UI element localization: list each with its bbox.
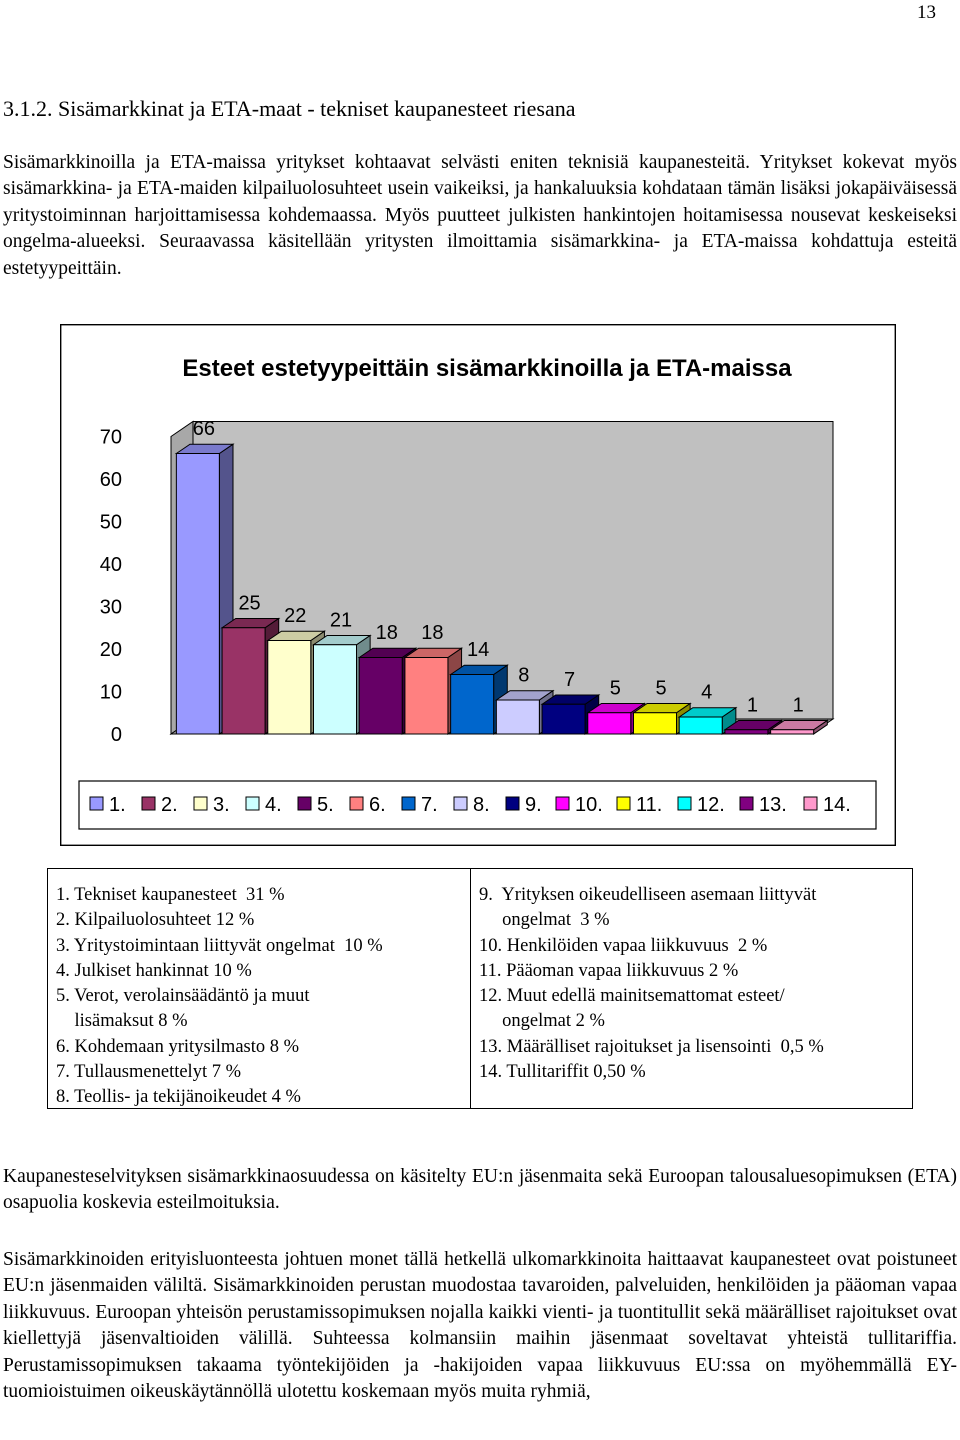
- legend-label: 2.: [161, 794, 178, 816]
- data-label: 5: [655, 677, 666, 699]
- legend-label: 9.: [525, 794, 542, 816]
- bar: [358, 657, 403, 735]
- legend-table-line: 9. Yrityksen oikeudelliseen asemaan liit…: [479, 885, 817, 905]
- chart-title: Esteet estetyypeittäin sisämarkkinoilla …: [182, 355, 792, 382]
- legend-column-right: 9. Yrityksen oikeudelliseen asemaan liit…: [479, 883, 824, 1085]
- survey-paragraph: Kaupanesteselvityksen sisämarkkinaosuude…: [3, 1166, 957, 1214]
- bar: [404, 657, 449, 735]
- legend-table-line: 5. Verot, verolainsäädäntö ja muut: [56, 986, 310, 1007]
- data-label: 14: [467, 639, 489, 661]
- bar: [495, 699, 540, 735]
- legend-table-line: 8. Teollis- ja tekijänoikeudet 4 %: [56, 1087, 301, 1108]
- single-market-paragraph: Sisämarkkinoiden erityisluonteesta johtu…: [3, 1249, 957, 1403]
- data-label: 1: [793, 694, 804, 716]
- data-label: 5: [610, 677, 621, 699]
- legend-table-line: 6. Kohdemaan yritysilmasto 8 %: [56, 1036, 300, 1057]
- legend-divider: [470, 869, 471, 1108]
- legend-label: 3.: [213, 794, 230, 816]
- legend-swatch: [677, 796, 692, 811]
- legend-swatch: [89, 796, 104, 811]
- bar: [587, 712, 632, 735]
- legend-label: 8.: [473, 794, 490, 816]
- page-number: 13: [917, 2, 936, 23]
- section-heading: 3.1.2. Sisämarkkinat ja ETA-maat - tekni…: [3, 96, 576, 121]
- legend-swatch: [803, 796, 818, 811]
- y-tick-label: 40: [100, 554, 122, 576]
- legend-table-line: 13. Määrälliset rajoitukset ja lisensoin…: [479, 1036, 824, 1057]
- y-tick-label: 10: [100, 682, 122, 704]
- legend-label: 10.: [575, 794, 603, 816]
- legend-label: 14.: [823, 794, 851, 816]
- legend-table-line: 4. Julkiset hankinnat 10 %: [56, 960, 252, 981]
- bar: [770, 729, 815, 735]
- legend-swatch: [193, 796, 208, 811]
- legend-label: 1.: [109, 794, 126, 816]
- legend-table-line: 14. Tullitariffit 0,50 %: [479, 1062, 646, 1083]
- legend-swatch: [616, 796, 631, 811]
- data-label: 4: [701, 682, 712, 704]
- chart-svg: Esteet estetyypeittäin sisämarkkinoilla …: [60, 324, 896, 846]
- legend-table-line: lisämaksut 8 %: [56, 1011, 188, 1032]
- legend-swatch: [739, 796, 754, 811]
- bar: [450, 674, 495, 735]
- data-label: 8: [518, 665, 529, 687]
- legend-table-line: 10. Henkilöiden vapaa liikkuvuus 2 %: [479, 935, 768, 956]
- legend-swatch: [245, 796, 260, 811]
- legend-swatch: [297, 796, 312, 811]
- legend-swatch: [349, 796, 364, 811]
- legend-label: 4.: [265, 794, 282, 816]
- data-label: 25: [238, 592, 260, 614]
- bar: [678, 716, 723, 735]
- legend-table-line: 12. Muut edellä mainitsemattomat esteet/: [479, 986, 785, 1007]
- data-label: 66: [193, 418, 215, 440]
- legend-table-line: 3. Yritystoimintaan liittyvät ongelmat 1…: [56, 935, 383, 956]
- y-tick-label: 60: [100, 469, 122, 491]
- y-tick-label: 70: [100, 427, 122, 449]
- data-label: 7: [564, 669, 575, 691]
- legend-table-line: 2. Kilpailuolosuhteet 12 %: [56, 910, 255, 931]
- y-tick-label: 50: [100, 512, 122, 534]
- legend-swatch: [401, 796, 416, 811]
- legend-table-line: 7. Tullausmenettelyt 7 %: [56, 1062, 241, 1083]
- bar: [633, 712, 677, 735]
- y-tick-label: 30: [100, 597, 122, 619]
- data-label: 22: [284, 605, 306, 627]
- data-label: 21: [330, 609, 352, 631]
- legend-swatch: [555, 796, 570, 811]
- legend-column-left: 1. Tekniset kaupanesteet 31 % 2. Kilpailu…: [56, 883, 383, 1111]
- legend-label: 6.: [369, 794, 386, 816]
- legend-table-line: ongelmat 3 %: [479, 910, 610, 931]
- y-tick-label: 0: [111, 724, 122, 746]
- legend-label: 5.: [317, 794, 334, 816]
- legend-swatch: [453, 796, 468, 811]
- bar: [541, 703, 586, 735]
- legend-label: 7.: [421, 794, 438, 816]
- y-tick-label: 20: [100, 639, 122, 661]
- data-label: 18: [376, 622, 398, 644]
- data-label: 18: [421, 622, 443, 644]
- legend-swatch: [141, 796, 156, 811]
- bar: [313, 644, 357, 735]
- legend-label: 12.: [697, 794, 725, 816]
- bar: [175, 453, 220, 735]
- category-legend-table: 1. Tekniset kaupanesteet 31 % 2. Kilpailu…: [47, 868, 913, 1109]
- bar: [267, 640, 312, 735]
- intro-paragraph: Sisämarkkinoilla ja ETA-maissa yritykset…: [3, 152, 957, 279]
- bar: [724, 729, 769, 735]
- legend-table-line: 1. Tekniset kaupanesteet 31 %: [56, 885, 285, 905]
- data-label: 1: [747, 694, 758, 716]
- legend-table-line: ongelmat 2 %: [479, 1011, 605, 1032]
- legend-swatch: [505, 796, 520, 811]
- legend-label: 13.: [759, 794, 787, 816]
- bar: [221, 627, 266, 735]
- chart-container: Esteet estetyypeittäin sisämarkkinoilla …: [60, 324, 896, 846]
- legend-table-line: 11. Pääoman vapaa liikkuvuus 2 %: [479, 960, 739, 981]
- legend-label: 11.: [636, 794, 662, 816]
